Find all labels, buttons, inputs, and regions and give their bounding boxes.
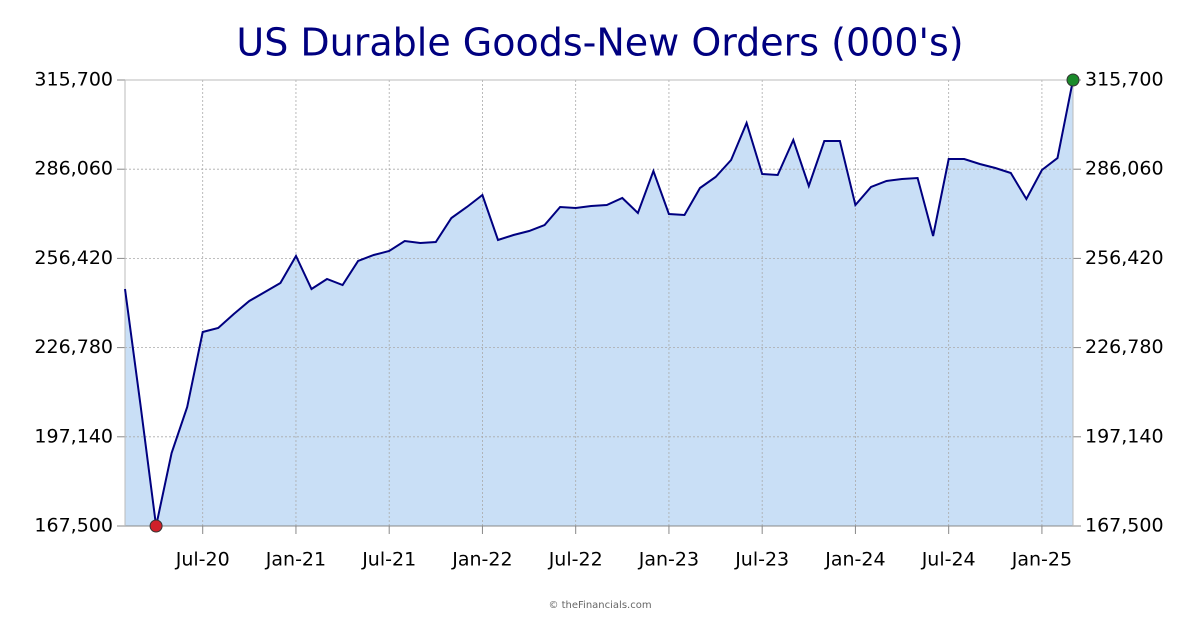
y-tick-label: 315,700 xyxy=(34,69,113,91)
x-tick-label: Jul-23 xyxy=(734,549,789,571)
x-tick-label: Jul-22 xyxy=(548,549,603,571)
x-tick-label: Jan-24 xyxy=(824,549,885,571)
y2-tick-label: 286,060 xyxy=(1085,158,1164,180)
x-tick-label: Jan-21 xyxy=(265,549,326,571)
y-tick-label: 226,780 xyxy=(34,336,113,358)
chart-title: US Durable Goods-New Orders (000's) xyxy=(236,21,963,65)
x-tick-label: Jul-21 xyxy=(361,549,416,571)
y-tick-label: 286,060 xyxy=(34,158,113,180)
y2-tick-label: 315,700 xyxy=(1085,69,1164,91)
line xyxy=(124,79,1074,527)
x-tick-label: Jan-25 xyxy=(1011,549,1072,571)
y2-tick-label: 256,420 xyxy=(1085,247,1164,269)
y-tick-label: 167,500 xyxy=(34,515,113,537)
x-tick-label: Jul-24 xyxy=(921,549,976,571)
y2-tick-label: 197,140 xyxy=(1085,425,1164,447)
area xyxy=(125,80,1073,526)
min-marker xyxy=(149,519,163,533)
x-tick-label: Jan-22 xyxy=(451,549,512,571)
credit: © theFinancials.com xyxy=(548,600,651,611)
y2-tick-label: 167,500 xyxy=(1085,515,1164,537)
x-tick-label: Jan-23 xyxy=(638,549,699,571)
y-tick-label: 197,140 xyxy=(34,425,113,447)
y-tick-label: 256,420 xyxy=(34,247,113,269)
x-tick-label: Jul-20 xyxy=(175,549,230,571)
max-marker xyxy=(1066,73,1080,87)
y2-tick-label: 226,780 xyxy=(1085,336,1164,358)
